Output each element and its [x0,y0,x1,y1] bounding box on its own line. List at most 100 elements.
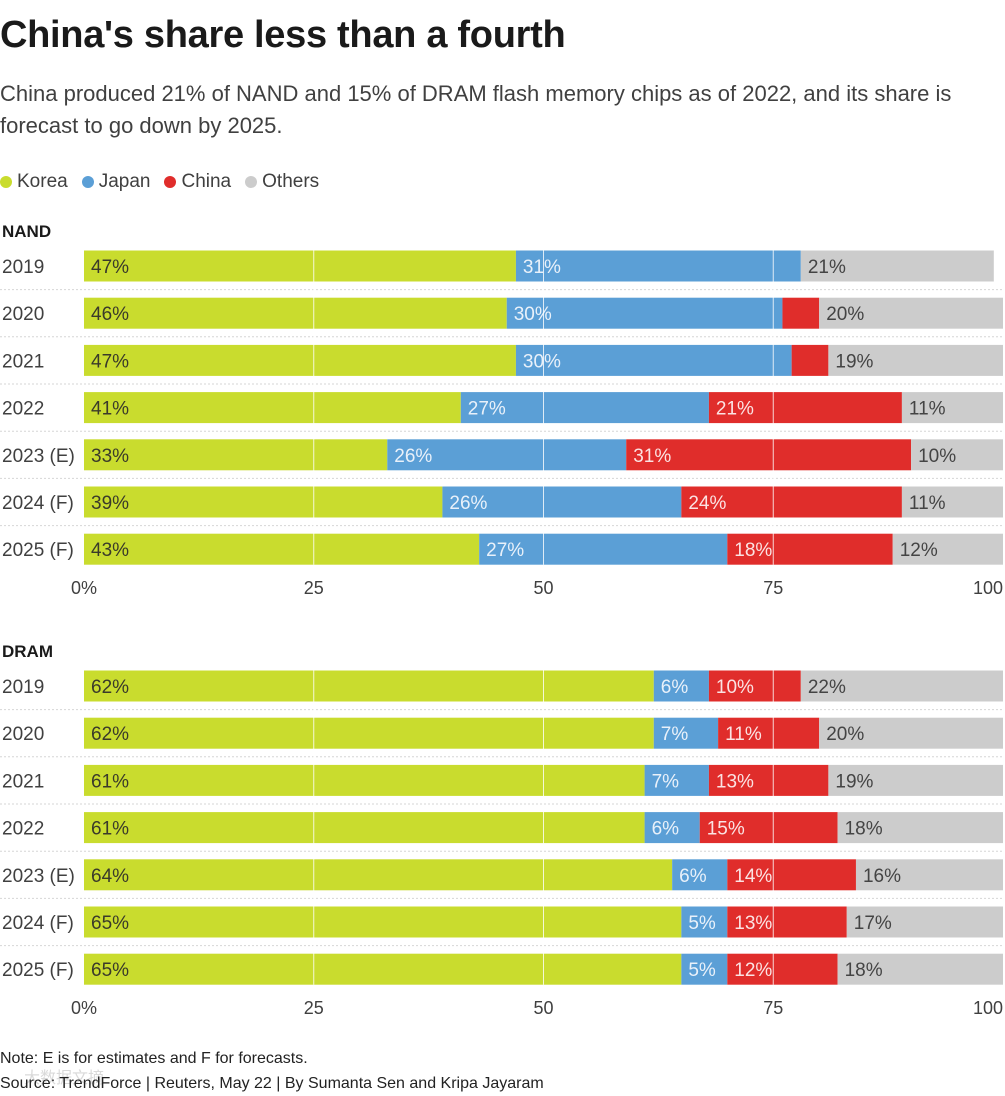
dram-bar-japan [653,670,709,702]
nand-bar-others [892,533,1003,565]
dram-bar-china [708,764,829,796]
nand-bar-china [626,439,912,471]
nand-data-label-korea: 46% [91,304,129,325]
nand-bar-japan [479,533,728,565]
dram-data-label-china: 10% [716,677,754,698]
nand-bar-korea [84,344,516,376]
dram-bar-others [855,859,1003,891]
dram-bar-china [708,670,801,702]
legend-swatch-japan [81,176,94,188]
dram-data-label-china: 11% [725,724,762,745]
dram-data-label-korea: 62% [91,677,129,698]
nand-data-label-japan: 30% [523,351,561,372]
nand-data-label-japan: 26% [449,493,487,514]
dram-bar-china [727,953,838,985]
nand-data-label-others: 21% [808,257,846,278]
dram-bar-others [828,764,1003,796]
nand-tick-label: 75 [763,578,783,598]
dram-bar-korea [84,953,682,985]
dram-bar-china [718,717,820,749]
legend-label-korea: Korea [17,171,68,192]
dram-data-label-korea: 62% [91,724,129,745]
nand-category-label: 2023 (E) [2,446,75,467]
nand-tick-label: 50 [533,578,553,598]
dram-category-label: 2020 [2,724,44,745]
dram-category-label: 2019 [2,677,44,698]
dram-data-label-japan: 6% [652,819,680,840]
dram-data-label-others: 17% [854,913,892,934]
dram-category-label: 2022 [2,819,44,840]
stacked-bar-charts: NAND 2019 47% 31% 21% 2020 46% 30% 20% 2021 47% 30%… [0,222,1003,1018]
nand-bar-china [708,392,902,424]
legend: Korea Japan China Others [0,170,333,194]
nand-bar-japan [515,250,801,282]
chart-source: Source: TrendForce | Reuters, May 22 | B… [0,1075,544,1092]
dram-tick-label: 75 [763,998,783,1018]
dram-category-label: 2024 (F) [2,913,74,934]
dram-bar-korea [84,812,645,844]
nand-data-label-others: 11% [909,399,946,420]
dram-bar-japan [681,906,728,938]
dram-tick-label: 25 [304,998,324,1018]
nand-data-label-japan: 27% [468,399,506,420]
nand-category-label: 2020 [2,304,44,325]
dram-bar-others [819,717,1003,749]
chart-subtitle: China produced 21% of NAND and 15% of DR… [0,81,952,138]
nand-bar-china [782,297,820,329]
nand-bar-japan [442,486,682,518]
dram-data-label-china: 13% [734,913,772,934]
dram-data-label-china: 12% [734,960,772,981]
nand-tick-label: 0% [71,578,97,598]
nand-bar-korea [84,392,461,424]
dram-bar-others [837,953,1003,985]
dram-data-label-korea: 61% [91,771,129,792]
dram-bar-japan [653,717,719,749]
nand-data-label-others: 19% [835,351,873,372]
nand-bar-others [819,297,1003,329]
nand-bar-china [681,486,902,518]
nand-data-label-china: 24% [688,493,726,514]
legend-item-others: Others [245,171,319,193]
dram-data-label-japan: 7% [652,771,680,792]
nand-data-label-china: 31% [633,446,671,467]
nand-tick-label: 25 [304,578,324,598]
dram-data-label-others: 16% [863,866,901,887]
nand-category-label: 2022 [2,399,44,420]
nand-category-label: 2025 (F) [2,540,74,561]
chart-note: Note: E is for estimates and F for forec… [0,1050,308,1067]
dram-data-label-korea: 65% [91,913,129,934]
dram-category-label: 2021 [2,771,44,792]
nand-bar-japan [387,439,627,471]
nand-data-label-korea: 41% [91,399,129,420]
dram-tick-label: 100 [973,998,1003,1018]
nand-bar-korea [84,533,480,565]
dram-data-label-japan: 5% [688,960,716,981]
nand-bar-china [727,533,893,565]
nand-bar-others [901,486,1003,518]
nand-bar-others [901,392,1003,424]
dram-tick-label: 0% [71,998,97,1018]
nand-data-label-japan: 27% [486,540,524,561]
dram-bar-korea [84,906,682,938]
nand-bar-japan [506,297,783,329]
nand-data-label-others: 11% [909,493,946,514]
nand-bar-korea [84,250,516,282]
dram-bar-japan [644,812,700,844]
dram-bar-others [846,906,1003,938]
nand-data-label-china: 18% [734,540,772,561]
nand-data-label-others: 12% [900,540,938,561]
dram-data-label-others: 19% [835,771,873,792]
nand-bar-others [911,439,1003,471]
nand-bar-japan [460,392,709,424]
nand-data-label-japan: 31% [523,257,561,278]
dram-data-label-korea: 65% [91,960,129,981]
nand-data-label-japan: 26% [394,446,432,467]
watermark-text: 大数据文摘 [24,1068,105,1087]
nand-bar-japan [515,344,792,376]
dram-bar-korea [84,717,654,749]
nand-data-label-others: 10% [918,446,956,467]
nand-data-label-china: 21% [716,399,754,420]
dram-bar-china [699,812,838,844]
dram-data-label-korea: 64% [91,866,129,887]
dram-bar-china [727,859,856,891]
